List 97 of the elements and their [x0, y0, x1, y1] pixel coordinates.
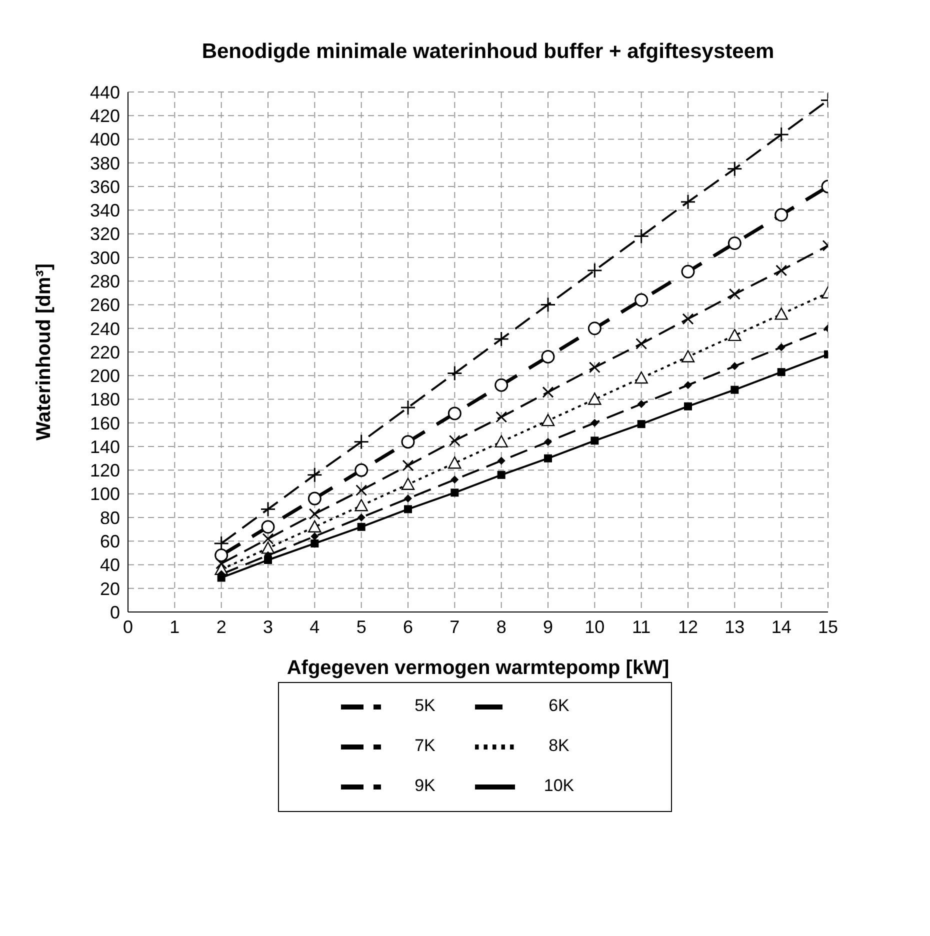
chart-title: Benodigde minimale waterinhoud buffer + afgiftesysteem	[200, 40, 776, 64]
x-tick-label: 14	[771, 616, 792, 637]
point	[497, 470, 506, 479]
point	[681, 264, 695, 278]
point	[544, 438, 552, 446]
legend-label: 9K	[414, 775, 436, 798]
point	[308, 520, 322, 533]
y-tick-label: 320	[90, 224, 120, 244]
point	[497, 456, 506, 465]
point	[728, 328, 742, 342]
x-tick-label: 8	[496, 616, 506, 637]
y-tick-label: 420	[90, 106, 120, 126]
point	[544, 454, 552, 462]
x-tick-label: 4	[310, 616, 320, 637]
point	[634, 293, 648, 307]
y-tick-label: 340	[90, 200, 120, 221]
y-tick-label: 300	[90, 248, 120, 268]
x-tick-label: 7	[450, 616, 460, 637]
y-tick-label: 260	[90, 295, 120, 316]
x-axis-title: Afgegeven vermogen warmtepomp [kW]	[286, 657, 670, 679]
y-tick-label: 200	[90, 366, 120, 386]
y-tick-label: 240	[90, 318, 120, 339]
point	[450, 488, 459, 497]
point	[590, 436, 599, 445]
point	[634, 371, 648, 384]
point	[637, 420, 646, 428]
y-axis-title: Waterinhoud [dm³]	[33, 263, 55, 441]
point	[730, 386, 739, 394]
x-tick-label: 5	[356, 616, 366, 637]
point	[637, 400, 646, 408]
point	[404, 505, 412, 514]
point	[494, 378, 508, 392]
point	[541, 414, 555, 426]
point	[450, 476, 459, 484]
y-tick-label: 180	[90, 390, 120, 410]
point	[541, 350, 555, 364]
point	[401, 478, 415, 490]
point	[684, 402, 692, 410]
point	[681, 350, 695, 362]
legend-label: 5K	[414, 695, 436, 718]
x-tick-label: 3	[262, 616, 274, 637]
point	[264, 556, 272, 564]
x-tick-label: 1	[170, 616, 180, 637]
point	[777, 343, 786, 352]
point	[684, 381, 692, 390]
point	[448, 456, 462, 469]
x-tick-label: 9	[542, 616, 554, 637]
point	[310, 539, 319, 548]
y-tick-label: 140	[90, 436, 120, 457]
x-tick-label: 12	[678, 616, 698, 637]
x-tick-label: 10	[584, 616, 605, 637]
legend-label: 7K	[414, 735, 436, 758]
x-tick-label: 11	[632, 616, 651, 637]
y-tick-label: 60	[100, 531, 120, 552]
point	[261, 520, 275, 534]
point	[214, 548, 228, 562]
x-tick-label: 15	[818, 616, 838, 637]
point	[357, 513, 366, 522]
y-tick-label: 40	[100, 555, 120, 576]
point	[354, 463, 368, 477]
point	[728, 236, 742, 250]
y-tick-label: 100	[90, 484, 120, 504]
x-tick-label: 6	[402, 616, 414, 637]
point	[494, 435, 508, 448]
point	[261, 542, 275, 554]
point	[730, 362, 739, 370]
y-tick-label: 0	[110, 602, 120, 622]
y-tick-label: 380	[90, 153, 120, 174]
point	[588, 322, 602, 336]
point	[401, 435, 415, 449]
point	[774, 208, 788, 222]
y-tick-label: 220	[90, 342, 120, 362]
x-tick-label: 2	[216, 616, 226, 637]
y-tick-label: 280	[90, 271, 120, 292]
y-tick-label: 440	[90, 82, 120, 102]
point	[217, 574, 226, 582]
point	[357, 522, 366, 531]
y-tick-label: 20	[100, 578, 120, 599]
legend-label: 8K	[548, 735, 570, 758]
y-tick-label: 80	[100, 508, 120, 528]
y-tick-label: 160	[90, 413, 120, 434]
point	[310, 532, 319, 540]
point	[590, 418, 599, 427]
point	[588, 392, 602, 405]
legend-label: 10K	[542, 775, 576, 798]
point	[354, 499, 368, 512]
x-tick-label: 13	[724, 616, 745, 637]
x-tick-label: 0	[122, 616, 134, 637]
y-tick-label: 400	[90, 130, 120, 150]
point	[774, 308, 788, 320]
legend-label: 6K	[548, 695, 570, 718]
point	[308, 492, 322, 506]
y-tick-label: 120	[90, 460, 120, 481]
y-tick-label: 360	[90, 176, 120, 197]
point	[777, 368, 786, 376]
point	[448, 406, 462, 420]
point	[404, 494, 412, 503]
